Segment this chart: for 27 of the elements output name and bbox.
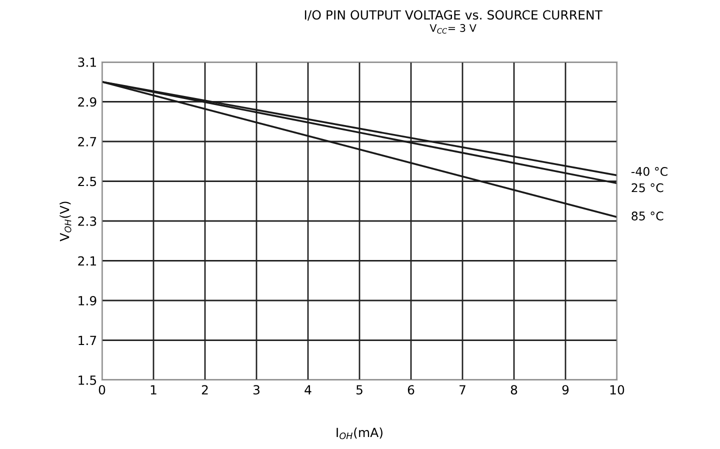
series-label: 85 °C (632, 212, 664, 220)
y-tick-label: 2.5 (78, 176, 96, 186)
series-label: 25 °C (632, 183, 664, 192)
chart-title: I/O PIN OUTPUT VOLTAGE vs. SOURCE CURRENT (304, 10, 602, 21)
x-tick-label: 1 (150, 385, 156, 394)
x-tick-label: 8 (510, 385, 518, 395)
x-tick-label: 3 (253, 385, 260, 395)
x-tick-label: 0 (98, 385, 106, 395)
y-tick-label: 2.9 (78, 97, 96, 107)
x-tick-label: 4 (304, 385, 312, 394)
x-tick-label: 6 (408, 385, 414, 395)
y-tick-label: 1.5 (78, 376, 96, 385)
x-tick-label: 10 (610, 385, 624, 395)
x-tick-label: 5 (356, 385, 362, 395)
y-tick-label: 2.3 (78, 216, 96, 226)
y-tick-label: 1.9 (78, 296, 96, 306)
y-tick-label: 2.1 (78, 256, 96, 266)
x-axis-title: I$_{OH}$(mA) (336, 428, 382, 440)
series-label: -40 °C (631, 167, 668, 176)
chart-subtitle: V$_{CC}$= 3 V (430, 24, 476, 34)
x-tick-label: 2 (202, 385, 208, 394)
y-tick-label: 2.7 (78, 136, 96, 146)
x-tick-label: 9 (562, 385, 569, 395)
y-axis-title: V$_{OH}$(V) (60, 202, 72, 242)
x-tick-label: 7 (460, 385, 466, 394)
y-tick-label: 1.7 (78, 336, 96, 345)
y-tick-label: 3.1 (78, 57, 96, 67)
